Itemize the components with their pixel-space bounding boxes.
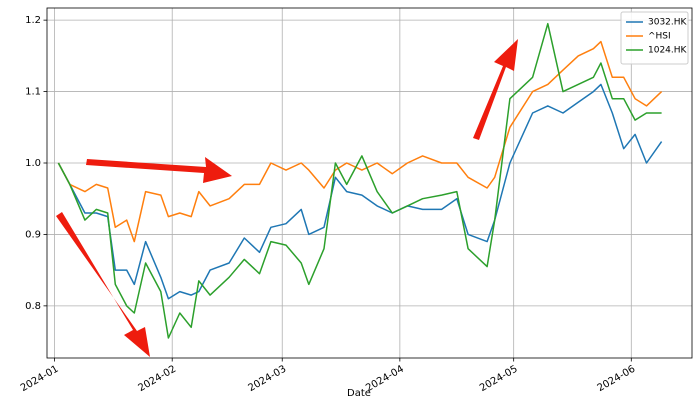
legend-label: 3032.HK <box>648 18 688 28</box>
annotation-arrows <box>56 39 518 357</box>
y-tick-label: 1.1 <box>25 87 41 98</box>
lines <box>57 22 663 339</box>
y-tick-label: 0.9 <box>25 229 41 240</box>
legend-label: ^HSI <box>648 32 671 42</box>
x-axis-label: Date <box>347 388 371 399</box>
y-tick-label: 1.2 <box>25 15 41 26</box>
arrow <box>473 39 518 140</box>
series-line <box>57 22 662 339</box>
arrow <box>86 157 232 183</box>
series-line <box>57 40 663 243</box>
legend: 3032.HK ^HSI 1024.HK <box>620 11 689 65</box>
legend-label: 1024.HK <box>648 46 688 56</box>
grid <box>47 8 692 358</box>
y-tick-label: 0.8 <box>25 301 41 312</box>
series-line <box>57 83 663 300</box>
arrow <box>56 212 150 357</box>
y-tick-label: 1.0 <box>25 158 41 169</box>
plot-frame <box>46 7 693 359</box>
legend-box <box>620 11 689 65</box>
